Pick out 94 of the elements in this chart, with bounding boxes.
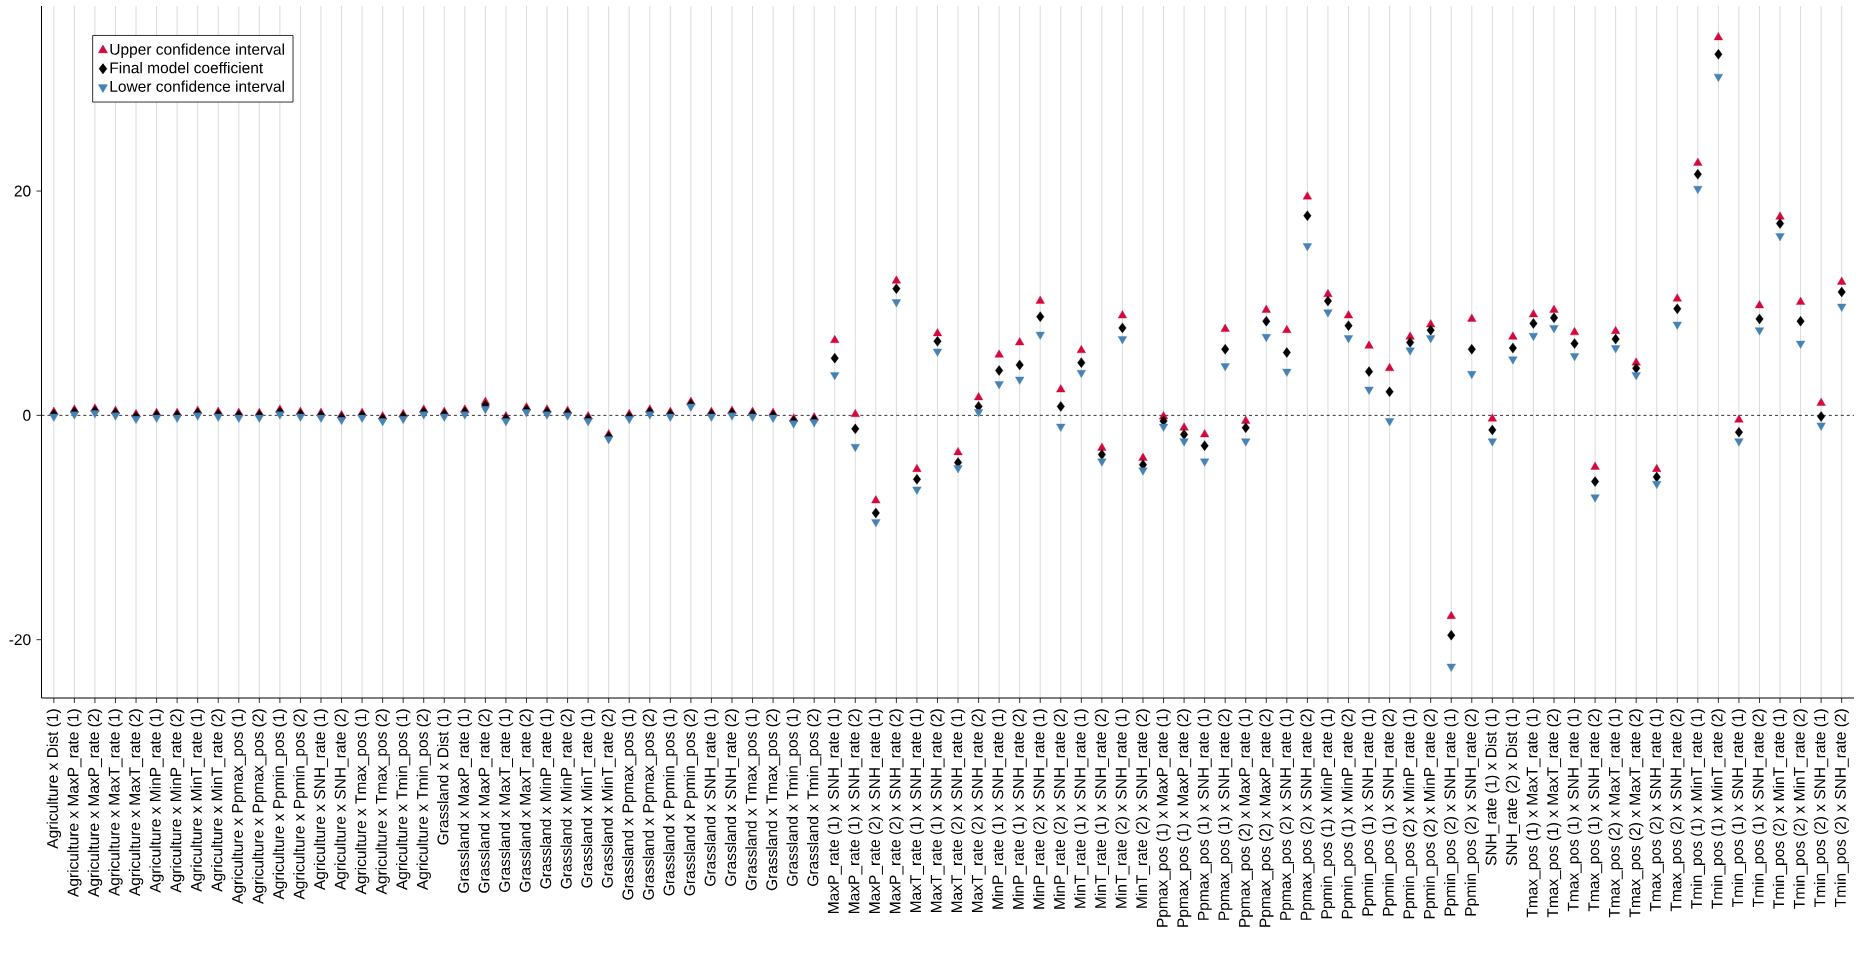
x-tick-label: MaxP_rate (2) x SNH_rate (2) <box>889 709 904 913</box>
x-tick-label: MaxP_rate (2) x SNH_rate (1) <box>868 709 884 913</box>
x-tick-label: Grassland x MinP_rate (2) <box>560 709 575 889</box>
x-tick-label: Agriculture x MinT_rate (2) <box>211 709 226 892</box>
x-tick-label: Tmin_pos (1) x SNH_rate (1) <box>1731 709 1747 907</box>
legend-label: Lower confidence interval <box>110 80 284 92</box>
x-tick-label: Tmax_pos (2) x SNH_rate (1) <box>1649 709 1664 912</box>
x-tick-label: Ppmin_pos (2) x MinP_rate (1) <box>1402 709 1418 919</box>
x-tick-label: Ppmin_pos (1) x MinP_rate (2) <box>1341 709 1356 919</box>
x-tick-label: Grassland x Dist (1) <box>437 709 452 845</box>
x-tick-label: Ppmax_pos (1) x SNH_rate (2) <box>1217 709 1233 920</box>
x-tick-label: Grassland x Ppmax_pos (2) <box>642 709 658 900</box>
x-tick-label: Ppmin_pos (2) x SNH_rate (1) <box>1444 709 1459 916</box>
x-tick-label: Grassland x SNH_rate (1) <box>704 709 719 886</box>
x-tick-label: Agriculture x MinP_rate (1) <box>149 709 164 893</box>
x-tick-label: Tmax_pos (1) x SNH_rate (2) <box>1587 709 1603 912</box>
x-tick-label: Tmax_pos (1) x MaxT_rate (2) <box>1546 709 1562 918</box>
x-tick-label: Ppmin_pos (1) x MinP_rate (1) <box>1320 709 1336 919</box>
x-tick-label: MinP_rate (2) x SNH_rate (2) <box>1053 709 1068 909</box>
x-tick-label: Ppmax_pos (1) x SNH_rate (1) <box>1197 709 1212 920</box>
x-tick-label: Agriculture x MinP_rate (2) <box>169 709 185 893</box>
x-tick-label: Agriculture x MaxT_rate (1) <box>108 709 123 897</box>
x-tick-label: SNH_rate (2) x Dist (1) <box>1505 709 1521 866</box>
x-tick-label: MinT_rate (2) x SNH_rate (1) <box>1115 709 1130 908</box>
x-tick-label: MaxT_rate (2) x SNH_rate (2) <box>971 709 986 913</box>
x-tick-label: Grassland x Tmax_pos (2) <box>765 709 781 891</box>
x-tick-label: Tmin_pos (2) x MinT_rate (1) <box>1772 709 1788 909</box>
x-tick-label: MinT_rate (1) x SNH_rate (2) <box>1094 709 1110 908</box>
x-tick-label: Agriculture x SNH_rate (1) <box>313 709 329 891</box>
x-tick-label: MinP_rate (1) x SNH_rate (1) <box>991 709 1007 909</box>
x-tick-label: Agriculture x Tmax_pos (2) <box>375 709 390 895</box>
x-tick-label: Tmax_pos (1) x MaxT_rate (1) <box>1526 709 1541 918</box>
x-tick-label: Grassland x MinP_rate (1) <box>539 709 555 889</box>
y-tick-label: -20 <box>9 634 31 646</box>
x-tick-label: Tmax_pos (2) x SNH_rate (2) <box>1670 709 1685 912</box>
x-tick-label: Grassland x Ppmax_pos (1) <box>622 709 637 900</box>
x-tick-label: Grassland x Ppmin_pos (1) <box>663 709 678 896</box>
x-tick-label: MinP_rate (1) x SNH_rate (2) <box>1012 709 1027 909</box>
x-tick-label: Grassland x MaxP_rate (1) <box>457 709 473 893</box>
x-tick-label: Tmin_pos (2) x SNH_rate (2) <box>1834 709 1849 907</box>
legend-label: Upper confidence interval <box>110 43 284 58</box>
legend-label: Final model coefficient <box>110 61 264 74</box>
x-tick-label: Grassland x MaxP_rate (2) <box>478 709 493 893</box>
x-tick-label: Tmin_pos (2) x SNH_rate (1) <box>1813 709 1829 907</box>
x-tick-label: Agriculture x Ppmin_pos (1) <box>272 709 288 900</box>
x-tick-label: Agriculture x Dist (1) <box>46 709 62 849</box>
x-tick-label: Ppmax_pos (1) x MaxP_rate (1) <box>1156 709 1171 927</box>
x-tick-label: MinP_rate (2) x SNH_rate (1) <box>1033 709 1048 909</box>
x-tick-label: MinT_rate (1) x SNH_rate (1) <box>1074 709 1089 908</box>
x-tick-label: Ppmax_pos (2) x SNH_rate (1) <box>1279 709 1295 920</box>
x-tick-label: Ppmax_pos (2) x SNH_rate (2) <box>1300 709 1315 920</box>
x-tick-label: MaxT_rate (2) x SNH_rate (1) <box>950 709 966 913</box>
x-tick-label: Grassland x MaxT_rate (2) <box>519 709 534 892</box>
x-tick-label: Tmax_pos (2) x MaxT_rate (1) <box>1608 709 1623 918</box>
x-tick-label: Ppmax_pos (1) x MaxP_rate (2) <box>1176 709 1192 927</box>
x-tick-label: Grassland x Tmax_pos (1) <box>745 709 760 891</box>
x-tick-label: Ppmax_pos (2) x MaxP_rate (1) <box>1238 709 1253 927</box>
x-tick-label: Agriculture x MinT_rate (1) <box>190 709 205 892</box>
x-tick-label: Tmax_pos (2) x MaxT_rate (2) <box>1628 709 1644 918</box>
x-tick-label: MinT_rate (2) x SNH_rate (2) <box>1135 709 1151 908</box>
x-tick-label: Grassland x MinT_rate (2) <box>601 709 616 888</box>
x-tick-label: Tmin_pos (1) x MinT_rate (1) <box>1690 709 1706 909</box>
x-tick-label: Grassland x SNH_rate (2) <box>724 709 740 886</box>
x-tick-label: Agriculture x Ppmax_pos (1) <box>231 709 247 904</box>
x-tick-label: Agriculture x Tmin_pos (1) <box>395 709 411 891</box>
y-tick-label: 0 <box>23 409 31 421</box>
x-tick-label: SNH_rate (1) x Dist (1) <box>1485 709 1500 866</box>
x-tick-label: Ppmin_pos (1) x SNH_rate (1) <box>1361 709 1377 916</box>
x-tick-label: Agriculture x Tmax_pos (1) <box>354 709 370 895</box>
x-tick-label: Grassland x MaxT_rate (1) <box>498 709 514 892</box>
x-tick-label: Grassland x Ppmin_pos (2) <box>683 709 699 896</box>
x-tick-label: Ppmin_pos (2) x MinP_rate (2) <box>1423 709 1438 919</box>
x-tick-label: Grassland x MinT_rate (1) <box>580 709 596 888</box>
x-tick-label: Agriculture x Tmin_pos (2) <box>416 709 431 891</box>
x-tick-label: Tmin_pos (1) x MinT_rate (2) <box>1711 709 1726 909</box>
x-tick-label: Agriculture x Ppmin_pos (2) <box>293 709 308 900</box>
x-tick-label: MaxP_rate (1) x SNH_rate (1) <box>827 709 842 913</box>
x-tick-label: Agriculture x MaxT_rate (2) <box>128 709 144 897</box>
x-tick-label: Tmin_pos (2) x MinT_rate (2) <box>1793 709 1808 909</box>
x-tick-label: Grassland x Tmin_pos (2) <box>806 709 822 886</box>
y-tick-label: 20 <box>14 185 31 197</box>
x-tick-label: MaxP_rate (1) x SNH_rate (2) <box>848 709 863 913</box>
x-tick-label: Ppmin_pos (2) x SNH_rate (2) <box>1464 709 1480 916</box>
x-tick-label: Agriculture x SNH_rate (2) <box>334 709 349 891</box>
x-tick-label: Ppmin_pos (1) x SNH_rate (2) <box>1382 709 1397 916</box>
x-tick-label: Grassland x Tmin_pos (1) <box>786 709 801 886</box>
x-tick-label: Tmin_pos (1) x SNH_rate (2) <box>1752 709 1767 907</box>
x-tick-label: Agriculture x Ppmax_pos (2) <box>252 709 267 904</box>
x-tick-label: Agriculture x MaxP_rate (2) <box>87 709 103 897</box>
x-tick-label: MaxT_rate (1) x SNH_rate (2) <box>930 709 945 913</box>
x-tick-label: MaxT_rate (1) x SNH_rate (1) <box>909 709 925 913</box>
x-tick-label: Agriculture x MaxP_rate (1) <box>67 709 82 897</box>
x-tick-label: Ppmax_pos (2) x MaxP_rate (2) <box>1259 709 1274 927</box>
x-tick-label: Tmax_pos (1) x SNH_rate (1) <box>1567 709 1582 912</box>
